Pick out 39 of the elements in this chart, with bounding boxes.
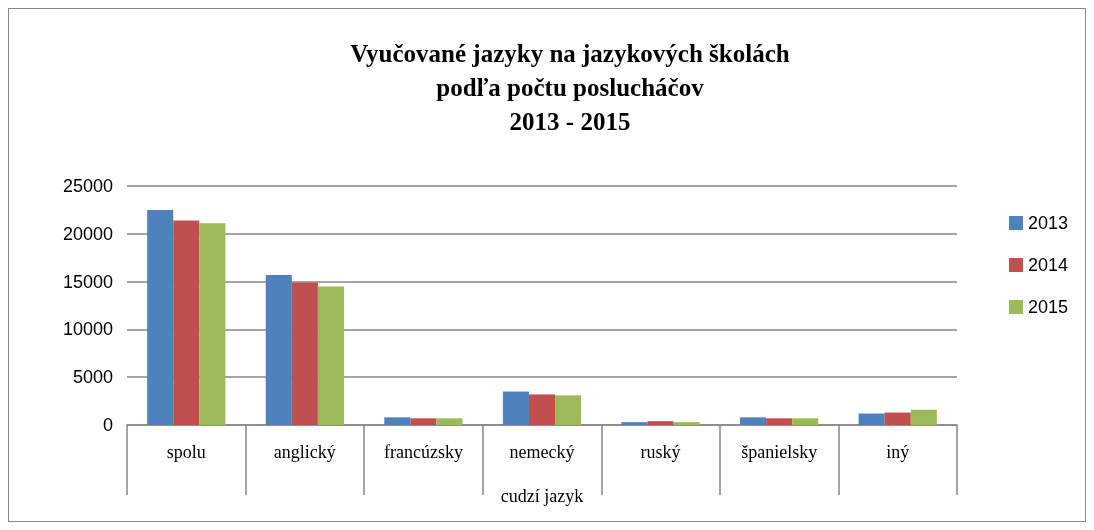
y-tick-label: 25000: [62, 176, 113, 196]
x-tick-label: španielsky: [741, 442, 818, 462]
bar: [436, 418, 463, 425]
bar: [317, 286, 344, 425]
y-tick-label: 5000: [72, 367, 113, 388]
legend-label: 2015: [1027, 297, 1068, 317]
bar: [792, 418, 819, 425]
x-tick-label: francúzsky: [383, 442, 463, 462]
x-tick-label: anglický: [273, 442, 336, 462]
legend-label: 2014: [1027, 255, 1068, 275]
bar: [555, 395, 582, 425]
bar: [173, 220, 200, 425]
bar: [410, 418, 437, 425]
bar: [147, 209, 174, 425]
bar: [528, 394, 556, 425]
x-axis-title: cudzí jazyk: [500, 486, 584, 506]
bar: [265, 274, 292, 425]
x-tick-label: iný: [886, 442, 910, 462]
bar: [740, 417, 767, 425]
bar: [766, 418, 793, 425]
legend-label: 2013: [1027, 213, 1068, 233]
y-tick-label: 20000: [62, 223, 113, 244]
bar: [291, 282, 318, 425]
bar: [384, 417, 411, 425]
y-tick-label: 10000: [62, 319, 113, 340]
x-tick-label: ruský: [640, 442, 681, 462]
bar: [647, 421, 674, 425]
x-tick-label: nemecký: [509, 442, 575, 462]
bar: [858, 413, 885, 425]
x-tick-label: spolu: [166, 442, 206, 462]
bar: [910, 409, 937, 425]
bar: [884, 412, 911, 425]
bar: [199, 223, 226, 425]
y-tick-label: 0: [102, 415, 113, 435]
chart-title: Vyučované jazyky na jazykových školách podľa počtu poslucháčov 2013 - 2015: [350, 39, 790, 135]
y-tick-label: 15000: [62, 271, 113, 292]
bar: [502, 391, 529, 425]
bar: [621, 422, 648, 425]
bar: [673, 422, 700, 425]
